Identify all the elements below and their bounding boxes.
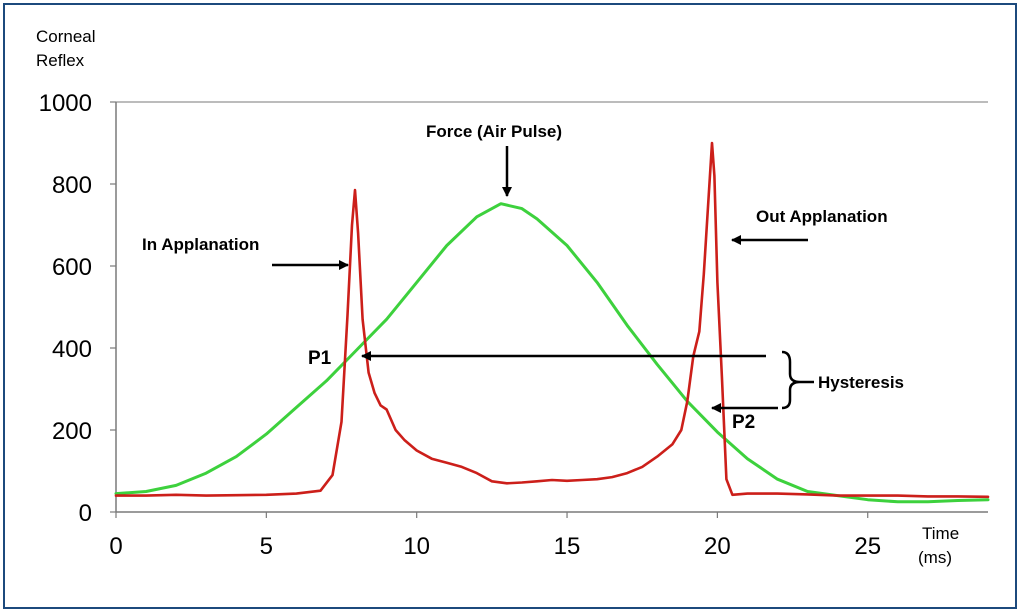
hysteresis-label: Hysteresis (818, 373, 904, 392)
y-tick-label: 1000 (39, 90, 92, 117)
in-applanation-label: In Applanation (142, 235, 259, 254)
x-tick-label: 20 (704, 533, 731, 560)
x-axis-title-line2: (ms) (918, 548, 952, 567)
force-label: Force (Air Pulse) (426, 122, 562, 141)
series-lines (114, 141, 990, 504)
y-tick-label: 0 (79, 500, 92, 527)
reflex-series-line (114, 141, 990, 499)
out-applanation-label: Out Applanation (756, 207, 888, 226)
x-tick-label: 0 (109, 533, 122, 560)
y-tick-label: 800 (52, 172, 92, 199)
y-axis-title-line1: Corneal (36, 27, 96, 46)
y-tick-label: 600 (52, 254, 92, 281)
y-axis-title-line2: Reflex (36, 51, 85, 70)
tick-labels: 0 5 10 15 20 25 0 200 400 600 800 1000 (39, 90, 881, 560)
hysteresis-brace (781, 350, 801, 410)
x-tick-label: 25 (854, 533, 881, 560)
x-tick-label: 10 (403, 533, 430, 560)
axes (115, 101, 988, 513)
x-tick-label: 15 (554, 533, 581, 560)
y-tick-label: 200 (52, 418, 92, 445)
figure-frame (3, 3, 1017, 609)
p1-label: P1 (308, 348, 332, 369)
x-axis-title-line1: Time (922, 524, 959, 543)
p2-label: P2 (732, 412, 755, 433)
y-tick-label: 400 (52, 336, 92, 363)
x-tick-label: 5 (260, 533, 273, 560)
